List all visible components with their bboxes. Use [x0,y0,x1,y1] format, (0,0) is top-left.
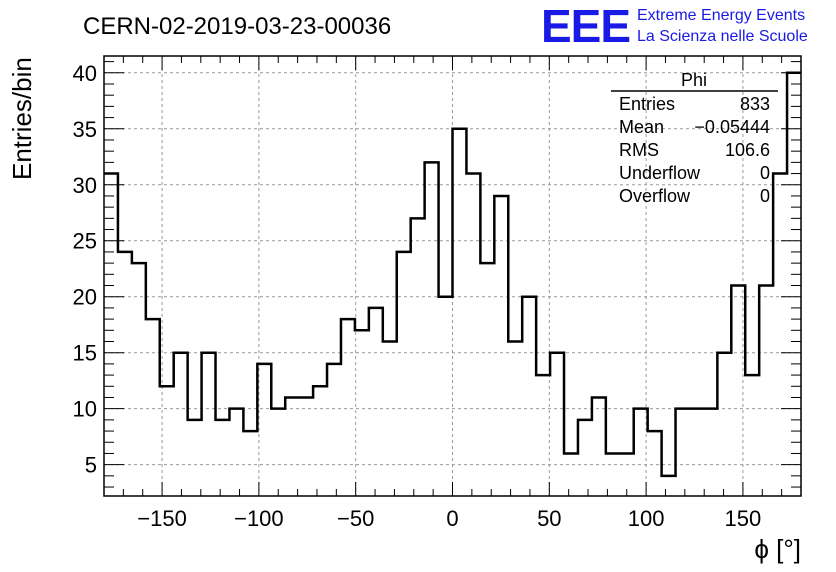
histogram-bin [411,218,425,496]
histogram-bin [773,174,787,496]
histogram-bin [327,364,341,496]
histogram-bin [271,409,285,496]
histogram-bin [453,129,467,496]
stats-value: 0 [760,163,770,183]
stats-value: 833 [740,94,770,114]
stats-box: Phi Entries 833 Mean −0.05444 RMS 106.6 Underf… [611,70,778,206]
histogram-bin [550,353,564,496]
stats-label: Underflow [619,163,701,183]
histogram-bin [676,409,690,496]
histogram-bin [397,252,411,496]
histogram-bin [717,353,731,496]
histogram-bin [243,431,257,496]
logo-subtitle-1: Extreme Energy Events [637,7,805,24]
histogram-bin [648,431,662,496]
histogram-bin [634,409,648,496]
stats-rows: Entries 833 Mean −0.05444 RMS 106.6 Underflow 0… [619,94,770,206]
histogram-bin [578,420,592,496]
y-axis-label: Entries/bin [7,57,37,180]
y-tick-label: 10 [73,397,97,422]
x-tick-label: 50 [537,506,561,531]
histogram-bin [104,174,118,496]
histogram-bin [425,162,439,496]
y-tick-label: 40 [73,61,97,86]
histogram-bin [592,397,606,496]
histogram-bin [146,319,160,496]
logo-subtitle-2: La Scienza nelle Scuole [637,28,808,45]
histogram-bin [731,286,745,496]
histogram-bin [313,386,327,496]
histogram-bin [466,174,480,496]
histogram-bin [606,453,620,496]
histogram-bin [508,341,522,496]
histogram-bin [787,73,801,496]
histogram-bin [118,252,132,496]
stats-value: 106.6 [725,140,770,160]
y-tick-label: 5 [85,453,97,478]
stats-value: −0.05444 [694,117,770,137]
histogram-bin [229,409,243,496]
histogram-bin [689,409,703,496]
histogram-bin [174,353,188,496]
x-tick-label: −100 [234,506,284,531]
stats-value: 0 [760,186,770,206]
histogram-bin [299,397,313,496]
histogram-bin [132,263,146,496]
histogram-bin [202,353,216,496]
x-tick-label: −150 [137,506,187,531]
stats-label: Mean [619,117,664,137]
histogram-bin [383,341,397,496]
y-tick-label: 25 [73,229,97,254]
chart-title: CERN-02-2019-03-23-00036 [83,13,391,40]
histogram-bin [341,319,355,496]
y-tick-label: 15 [73,341,97,366]
histogram-bin [494,196,508,496]
stats-title: Phi [681,70,707,90]
y-tick-label: 35 [73,117,97,142]
x-tick-label: 150 [725,506,762,531]
histogram-bin [759,286,773,496]
histogram-bin [522,297,536,496]
histogram-bin [564,453,578,496]
histogram-bin [536,375,550,496]
eee-logo: EEE [541,0,630,52]
histogram-bin [216,420,230,496]
histogram-series [104,71,801,496]
histogram-bin [285,397,299,496]
histogram-bin [188,420,202,496]
x-tick-label: 100 [628,506,665,531]
y-tick-label: 20 [73,285,97,310]
x-tick-label: 0 [446,506,458,531]
y-tick-label: 30 [73,173,97,198]
histogram-bin [160,386,174,496]
histogram-bin [257,364,271,496]
x-tick-label: −50 [337,506,374,531]
stats-label: Entries [619,94,675,114]
x-tick-labels: −150 −100 −50 0 50 100 150 [137,506,761,531]
axis-ticks [103,56,802,496]
histogram-bin [662,476,676,496]
y-tick-labels: 5 10 15 20 25 30 35 40 [73,61,97,478]
histogram-bin [355,330,369,496]
histogram-bin [703,409,717,496]
histogram-bin [439,297,453,496]
histogram-bin [745,375,759,496]
histogram-bin [480,263,494,496]
stats-label: Overflow [619,186,691,206]
x-axis-label: ϕ [°] [754,534,801,564]
histogram-bin [369,308,383,496]
stats-label: RMS [619,140,659,160]
histogram-outline [104,71,801,478]
